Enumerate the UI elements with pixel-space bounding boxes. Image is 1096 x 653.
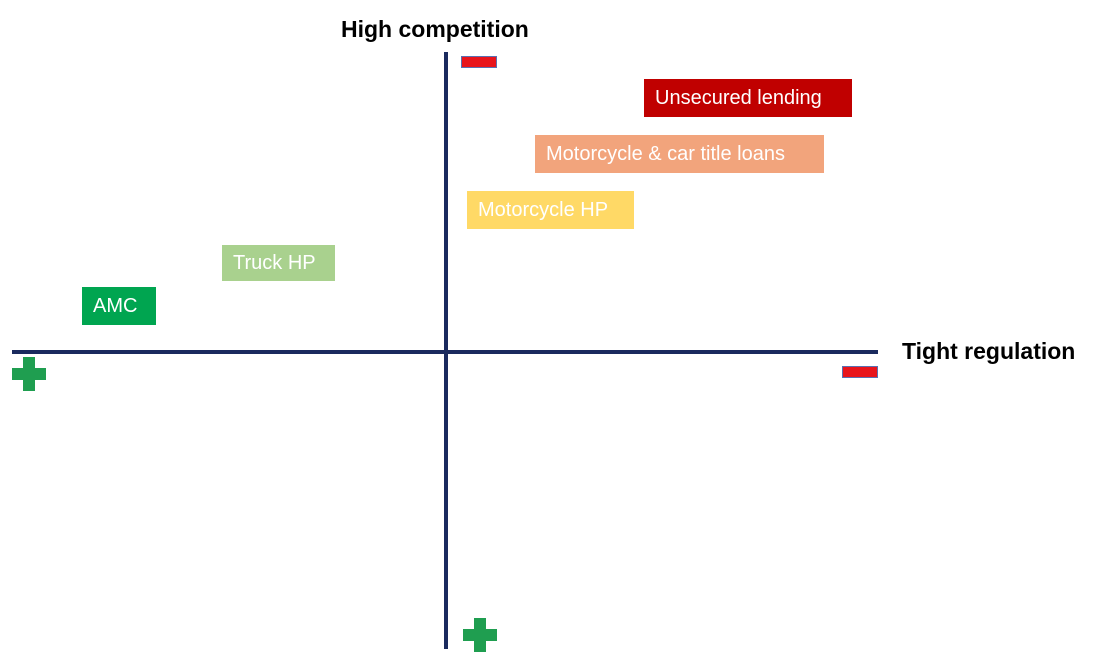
plus-icon xyxy=(12,357,46,391)
minus-icon xyxy=(461,56,497,68)
horizontal-axis xyxy=(12,350,878,354)
item-motorcycle-car-title-loans: Motorcycle & car title loans xyxy=(535,135,824,173)
minus-icon xyxy=(842,366,878,378)
item-unsecured-lending: Unsecured lending xyxy=(644,79,852,117)
item-amc: AMC xyxy=(82,287,156,325)
axis-title-high-competition: High competition xyxy=(341,16,529,42)
item-truck-hp: Truck HP xyxy=(222,245,335,281)
axis-title-tight-regulation: Tight regulation xyxy=(902,338,1076,364)
item-motorcycle-hp: Motorcycle HP xyxy=(467,191,634,229)
plus-icon xyxy=(463,618,497,652)
